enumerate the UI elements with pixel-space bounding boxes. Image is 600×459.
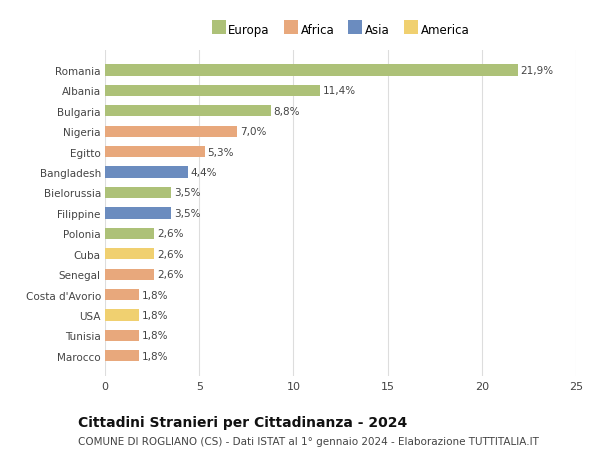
Bar bbox=[105, 65, 518, 77]
Text: COMUNE DI ROGLIANO (CS) - Dati ISTAT al 1° gennaio 2024 - Elaborazione TUTTITALI: COMUNE DI ROGLIANO (CS) - Dati ISTAT al … bbox=[78, 436, 539, 446]
Bar bbox=[105, 126, 237, 138]
Bar bbox=[105, 269, 154, 280]
Bar bbox=[105, 249, 154, 260]
Text: 7,0%: 7,0% bbox=[240, 127, 266, 137]
Bar bbox=[105, 187, 171, 199]
Text: 1,8%: 1,8% bbox=[142, 351, 168, 361]
Bar bbox=[105, 350, 139, 362]
Text: 1,8%: 1,8% bbox=[142, 330, 168, 341]
Text: 2,6%: 2,6% bbox=[157, 269, 184, 280]
Bar bbox=[105, 330, 139, 341]
Text: 4,4%: 4,4% bbox=[191, 168, 217, 178]
Bar bbox=[105, 106, 271, 117]
Bar bbox=[105, 86, 320, 97]
Bar bbox=[105, 310, 139, 321]
Text: 2,6%: 2,6% bbox=[157, 229, 184, 239]
Bar bbox=[105, 289, 139, 301]
Bar bbox=[105, 228, 154, 240]
Text: 8,8%: 8,8% bbox=[274, 106, 300, 117]
Text: 2,6%: 2,6% bbox=[157, 249, 184, 259]
Bar bbox=[105, 167, 188, 178]
Text: Cittadini Stranieri per Cittadinanza - 2024: Cittadini Stranieri per Cittadinanza - 2… bbox=[78, 415, 407, 429]
Text: 21,9%: 21,9% bbox=[520, 66, 554, 76]
Bar bbox=[105, 147, 205, 158]
Text: 11,4%: 11,4% bbox=[323, 86, 356, 96]
Bar bbox=[105, 208, 171, 219]
Text: 5,3%: 5,3% bbox=[208, 147, 234, 157]
Text: 3,5%: 3,5% bbox=[174, 188, 200, 198]
Text: 1,8%: 1,8% bbox=[142, 290, 168, 300]
Text: 3,5%: 3,5% bbox=[174, 208, 200, 218]
Text: 1,8%: 1,8% bbox=[142, 310, 168, 320]
Legend: Europa, Africa, Asia, America: Europa, Africa, Asia, America bbox=[212, 24, 469, 37]
